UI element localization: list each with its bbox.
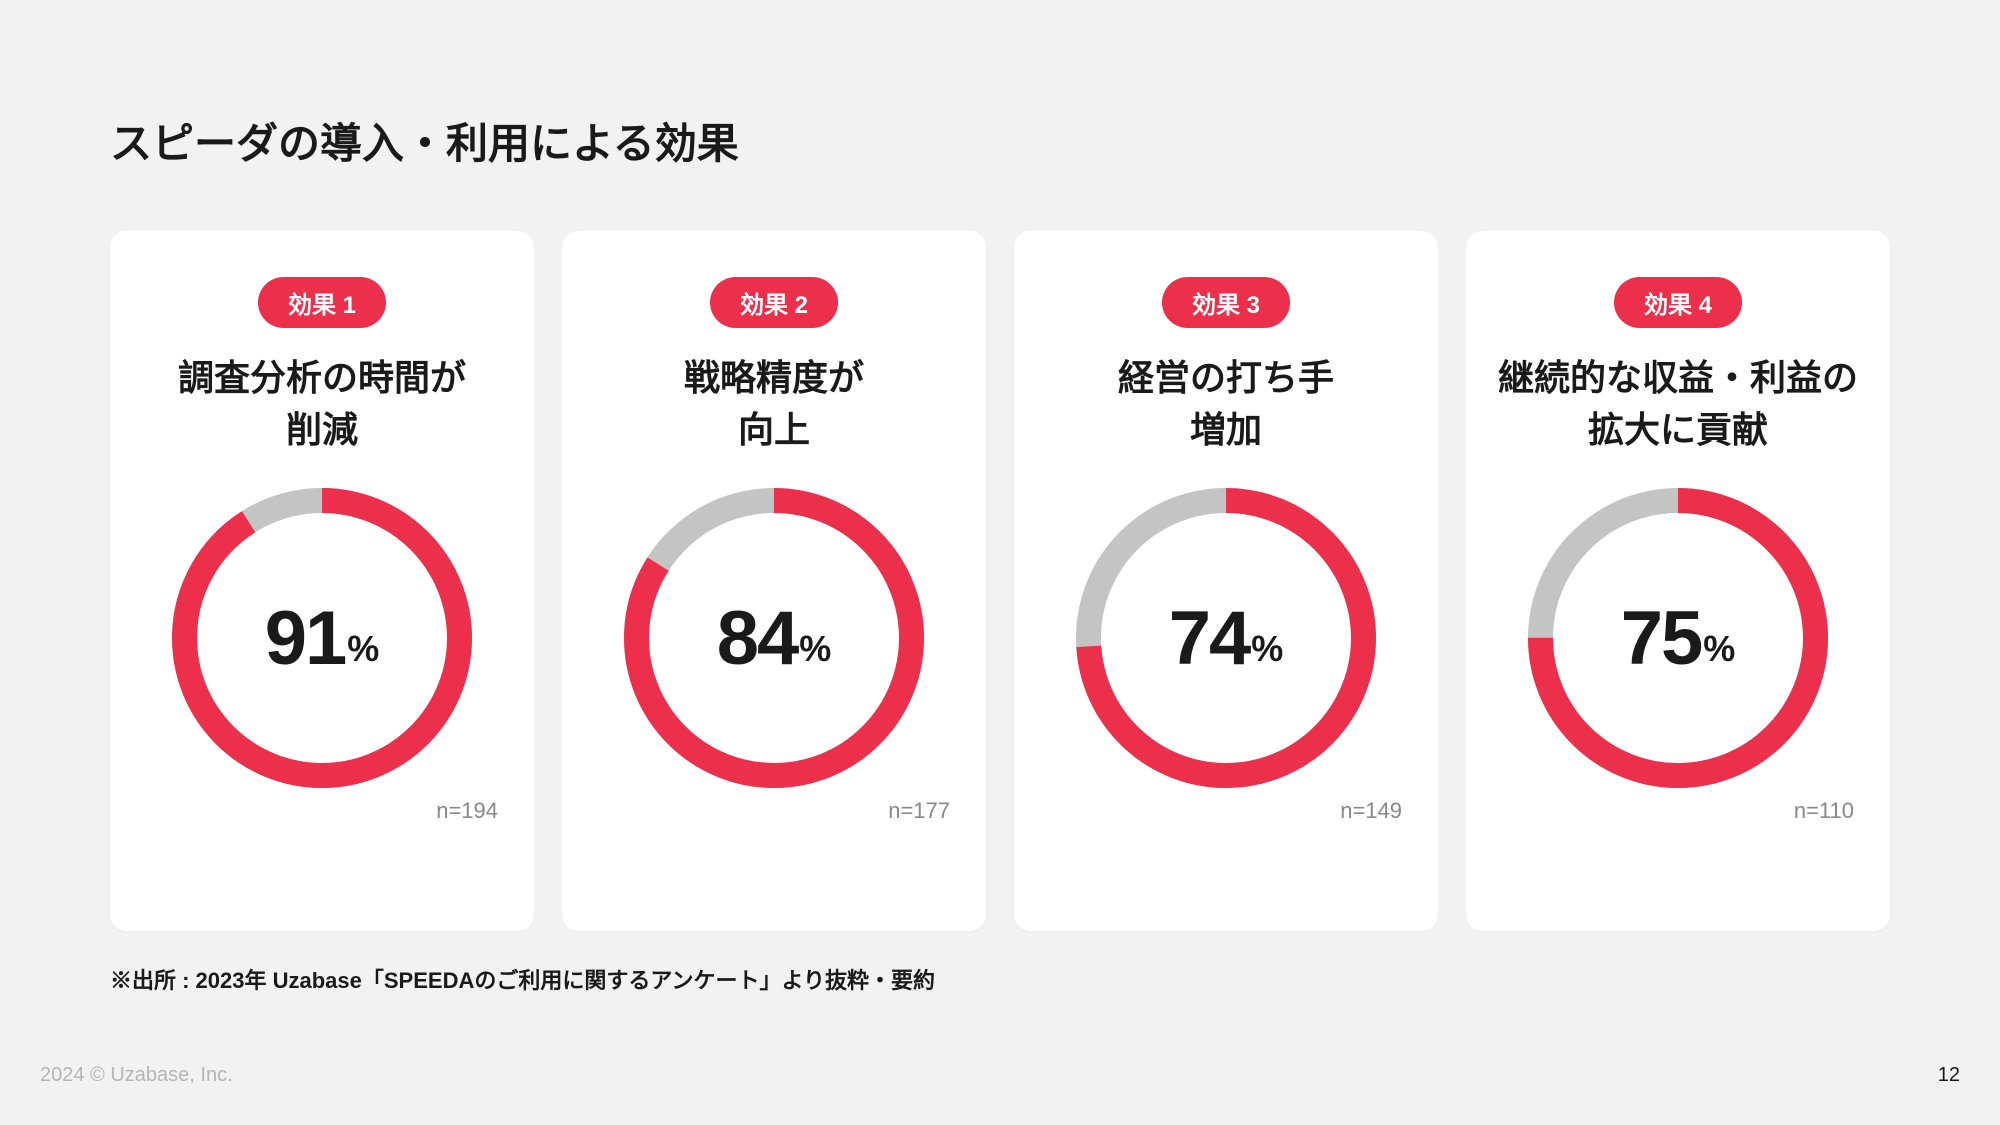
effect-badge: 効果 1 (258, 277, 386, 328)
donut-center: 91 % (172, 488, 472, 788)
effect-badge: 効果 2 (710, 277, 838, 328)
effect-title: 調査分析の時間が 削減 (178, 352, 466, 462)
page-number: 12 (1938, 1064, 1960, 1087)
donut-center: 84 % (624, 488, 924, 788)
donut-chart: 74 % (1076, 488, 1376, 788)
page: スピーダの導入・利用による効果 効果 1 調査分析の時間が 削減 91 % n=… (0, 0, 2000, 1125)
footnote: ※出所 : 2023年 Uzabase「SPEEDAのご利用に関するアンケート」… (110, 963, 1890, 995)
effect-card: 効果 4 継続的な収益・利益の 拡大に貢献 75 % n=110 (1466, 231, 1890, 931)
sample-size: n=177 (888, 798, 950, 824)
percent-symbol: % (799, 628, 831, 670)
sample-size: n=110 (1794, 798, 1854, 824)
donut-chart: 75 % (1528, 488, 1828, 788)
page-title: スピーダの導入・利用による効果 (110, 110, 1890, 171)
cards-container: 効果 1 調査分析の時間が 削減 91 % n=194 効果 2 戦略精度が 向… (110, 231, 1890, 931)
effect-card: 効果 1 調査分析の時間が 削減 91 % n=194 (110, 231, 534, 931)
effect-title: 継続的な収益・利益の 拡大に貢献 (1498, 352, 1858, 462)
footer: 2024 © Uzabase, Inc. 12 (40, 1064, 1960, 1087)
percent-symbol: % (1251, 628, 1283, 670)
donut-chart: 84 % (624, 488, 924, 788)
sample-size: n=149 (1340, 798, 1402, 824)
effect-badge: 効果 3 (1162, 277, 1290, 328)
donut-center: 75 % (1528, 488, 1828, 788)
donut-value: 74 (1169, 595, 1250, 682)
sample-size: n=194 (436, 798, 498, 824)
effect-title: 戦略精度が 向上 (684, 352, 864, 462)
effect-badge: 効果 4 (1614, 277, 1742, 328)
effect-card: 効果 3 経営の打ち手 増加 74 % n=149 (1014, 231, 1438, 931)
donut-value: 84 (717, 595, 798, 682)
donut-value: 75 (1621, 595, 1702, 682)
effect-card: 効果 2 戦略精度が 向上 84 % n=177 (562, 231, 986, 931)
donut-chart: 91 % (172, 488, 472, 788)
percent-symbol: % (347, 628, 379, 670)
effect-title: 経営の打ち手 増加 (1118, 352, 1334, 462)
footer-copyright: 2024 © Uzabase, Inc. (40, 1064, 233, 1087)
percent-symbol: % (1703, 628, 1735, 670)
donut-center: 74 % (1076, 488, 1376, 788)
donut-value: 91 (265, 595, 346, 682)
